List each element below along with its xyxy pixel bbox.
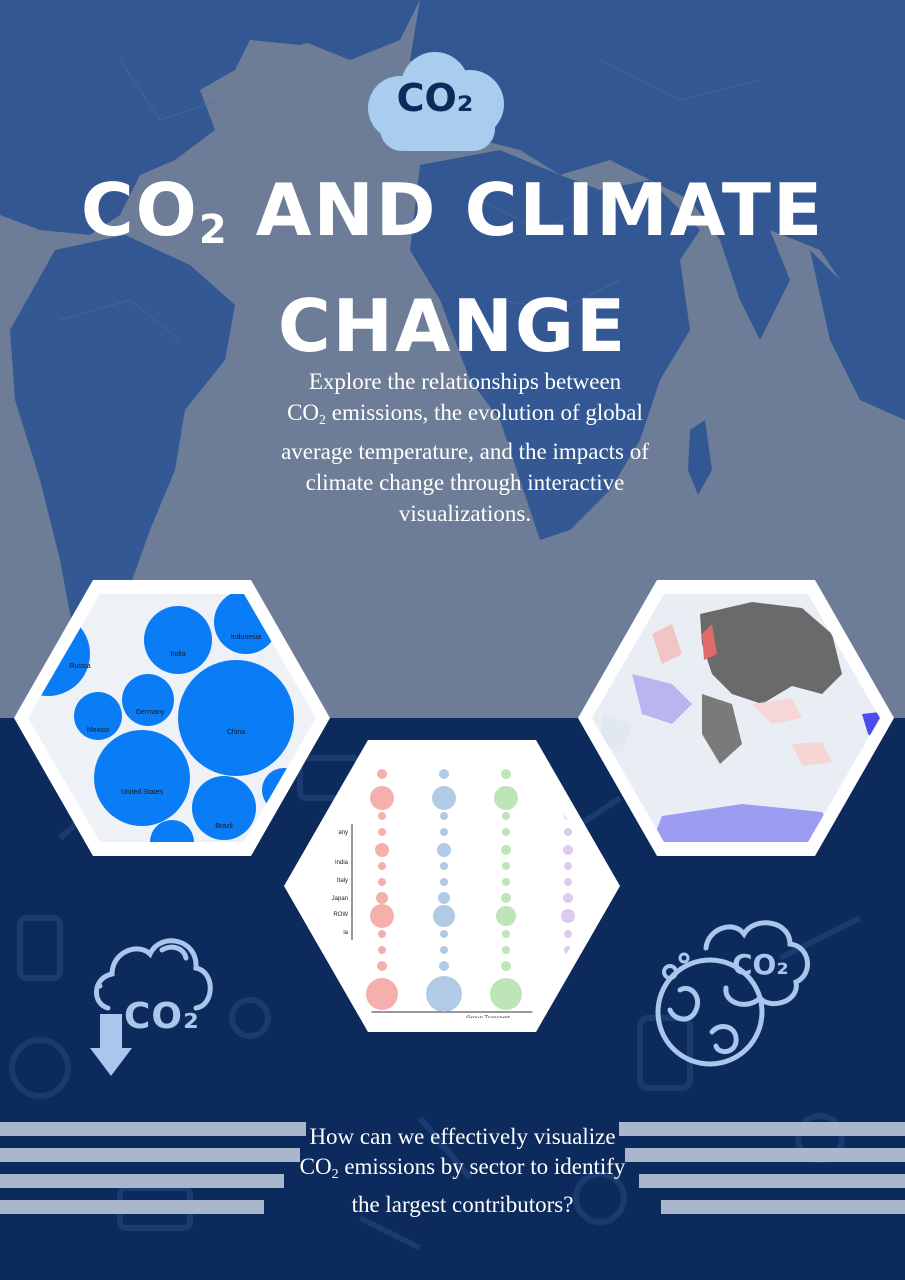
- x-label: Group Transport: [466, 1016, 510, 1018]
- swarm-point: [502, 828, 510, 836]
- swarm-point: [502, 930, 510, 938]
- badge-text: CO₂: [396, 76, 474, 120]
- swarm-point: [561, 909, 575, 923]
- swarm-point: [370, 786, 394, 810]
- bubble: [192, 776, 256, 840]
- swarm-point: [366, 978, 398, 1010]
- decorative-stripes-left: [0, 1122, 320, 1232]
- swarm-point: [440, 812, 448, 820]
- cloud-co2-down-icon: CO₂: [88, 926, 218, 1086]
- swarm-point: [440, 946, 448, 954]
- swarm-point: [501, 769, 511, 779]
- beeswarm-chart-hexagon[interactable]: any India Italy Japan ROW ia Group Trans…: [284, 740, 620, 1032]
- bubble-label: Mexico: [87, 727, 109, 734]
- swarm-point: [377, 961, 387, 971]
- swarm-point: [564, 878, 572, 886]
- swarm-point: [563, 845, 573, 855]
- swarm-point: [378, 878, 386, 886]
- swarm-point: [564, 930, 572, 938]
- bubble: [178, 660, 294, 776]
- swarm-point: [502, 878, 510, 886]
- swarm-point: [439, 961, 449, 971]
- bubble-label: Indonesia: [231, 634, 261, 641]
- swarm-point: [375, 843, 389, 857]
- swarm-point: [564, 862, 572, 870]
- swarm-point: [440, 878, 448, 886]
- world-map-background: [0, 0, 905, 718]
- axis-label: ia: [343, 930, 348, 936]
- swarm-point: [440, 930, 448, 938]
- swarm-point: [438, 892, 450, 904]
- bubble: [150, 820, 194, 842]
- world-map-hexagon[interactable]: -5 1: [578, 580, 894, 856]
- swarm-point: [432, 786, 456, 810]
- swarm-point: [378, 812, 386, 820]
- intro-text: Explore the relationships between CO2 em…: [281, 369, 649, 526]
- swarm-point: [378, 828, 386, 836]
- swarm-point: [440, 862, 448, 870]
- page-title: CO2 AND CLIMATE CHANGE: [80, 168, 825, 368]
- swarm-point: [378, 946, 386, 954]
- swarm-point: [437, 843, 451, 857]
- axis-label: India: [335, 860, 349, 866]
- swarm-point: [376, 892, 388, 904]
- swarm-point: [502, 862, 510, 870]
- axis-label: any: [338, 830, 348, 836]
- bubble-label: China: [227, 729, 245, 736]
- axis-label: Japan: [332, 896, 348, 902]
- swarm-point: [563, 893, 573, 903]
- beeswarm-points: [366, 769, 578, 1012]
- swarm-point: [501, 845, 511, 855]
- bubble-label: United States: [121, 789, 164, 796]
- swarm-point: [440, 828, 448, 836]
- swarm-point: [496, 906, 516, 926]
- swarm-point: [502, 812, 510, 820]
- bubble: [144, 606, 212, 674]
- research-question: How can we effectively visualize CO2 emi…: [299, 1124, 626, 1217]
- axis-label: Italy: [337, 878, 348, 884]
- axis-label: ROW: [333, 912, 348, 918]
- earth-co2-cloud-icon: CO₂: [650, 914, 820, 1074]
- swarm-point: [378, 930, 386, 938]
- bubble-label: Russia: [69, 663, 91, 670]
- swarm-point: [439, 769, 449, 779]
- co2-cloud-badge: CO₂: [360, 46, 510, 158]
- bubble-label: India: [170, 651, 185, 658]
- swarm-point: [490, 978, 522, 1010]
- bubble-chart-hexagon[interactable]: Russia India Indonesia Germany Mexico Ch…: [14, 580, 330, 856]
- bubble-label: Brazil: [215, 823, 233, 830]
- bubble: [74, 692, 122, 740]
- bubble-label: Germany: [136, 709, 165, 716]
- swarm-point: [502, 946, 510, 954]
- swarm-point: [370, 904, 394, 928]
- swarm-point: [494, 786, 518, 810]
- decorative-stripes-right: [600, 1122, 905, 1232]
- swarm-point: [501, 893, 511, 903]
- swarm-point: [563, 769, 573, 779]
- swarm-point: [433, 905, 455, 927]
- swarm-point: [378, 862, 386, 870]
- swarm-point: [564, 828, 572, 836]
- temperature-map: -5 1: [600, 602, 880, 842]
- bubble: [94, 730, 190, 826]
- swarm-point: [377, 769, 387, 779]
- bubble: [122, 674, 174, 726]
- swarm-point: [426, 976, 462, 1012]
- swarm-point: [501, 961, 511, 971]
